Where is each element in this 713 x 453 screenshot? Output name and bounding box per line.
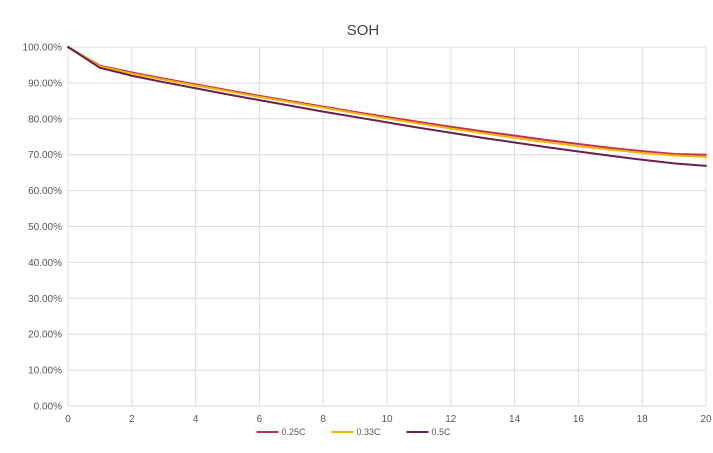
- x-tick-label: 12: [445, 414, 457, 425]
- x-axis-ticks: 0 2 4 6 8 10 12 14 16 18 20: [65, 414, 712, 425]
- series-line-0-33C: [67, 46, 707, 158]
- x-tick-label: 20: [700, 414, 712, 425]
- x-tick-label: 14: [509, 414, 521, 425]
- y-tick-label: 60.00%: [28, 186, 62, 197]
- y-tick-label: 10.00%: [28, 366, 62, 377]
- x-tick-label: 8: [320, 414, 326, 425]
- y-tick-label: 0.00%: [34, 402, 62, 413]
- y-tick-label: 50.00%: [28, 222, 62, 233]
- series-line-0-25C: [67, 46, 707, 156]
- legend: 0.25C 0.33C 0.5C: [256, 427, 452, 437]
- x-tick-label: 16: [573, 414, 585, 425]
- x-tick-label: 18: [637, 414, 649, 425]
- y-tick-label: 30.00%: [28, 294, 62, 305]
- x-tick-label: 4: [193, 414, 199, 425]
- x-tick-label: 6: [257, 414, 263, 425]
- x-tick-label: 2: [129, 414, 135, 425]
- legend-label: 0.33C: [357, 427, 382, 437]
- y-tick-label: 90.00%: [28, 78, 62, 89]
- chart-title: SOH: [347, 22, 380, 39]
- y-tick-label: 80.00%: [28, 114, 62, 125]
- y-tick-label: 20.00%: [28, 330, 62, 341]
- series-lines: [67, 46, 707, 167]
- y-axis-ticks: 0.00% 10.00% 20.00% 30.00% 40.00% 50.00% 60.00…: [23, 43, 63, 413]
- y-tick-label: 70.00%: [28, 150, 62, 161]
- series-line-0-5C: [67, 46, 707, 167]
- y-tick-label: 100.00%: [23, 43, 63, 54]
- x-tick-label: 0: [65, 414, 71, 425]
- x-tick-label: 10: [381, 414, 393, 425]
- grid: [67, 46, 707, 407]
- legend-label: 0.25C: [282, 427, 307, 437]
- legend-label: 0.5C: [432, 427, 452, 437]
- y-tick-label: 40.00%: [28, 258, 62, 269]
